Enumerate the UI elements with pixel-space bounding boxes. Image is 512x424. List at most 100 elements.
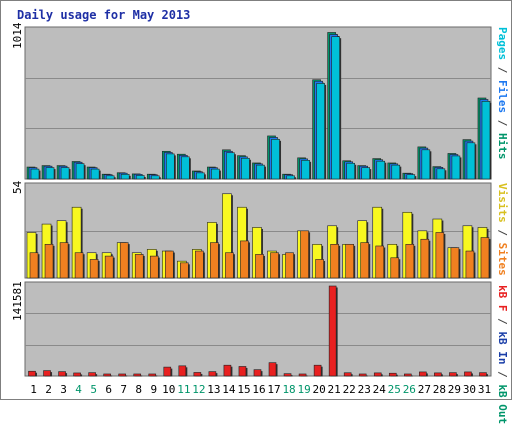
x-tick-label-day-24: 24 [373, 383, 387, 396]
bar-pages-day-28 [436, 168, 446, 180]
bar-kbf-day-31 [479, 372, 487, 377]
x-tick-label-day-30: 30 [463, 383, 476, 396]
legend-part-2: Sites [496, 242, 509, 276]
bar-pages-day-2 [45, 167, 55, 180]
bar-sites-day-10 [164, 250, 174, 279]
bar-pages-day-25 [391, 164, 401, 180]
x-tick-label-day-25: 25 [388, 383, 401, 396]
bar-sites-day-3 [59, 242, 69, 279]
bar-sites-day-27 [420, 238, 430, 279]
bar-kbf-day-2 [43, 370, 51, 377]
x-tick-label-day-12: 12 [192, 383, 205, 396]
bar-pages-day-14 [226, 152, 235, 180]
legend-part-2: kB In [496, 331, 509, 365]
x-tick-label-day-11: 11 [177, 383, 190, 396]
bar-sites-day-30 [465, 250, 475, 279]
x-tick-label-day-31: 31 [478, 383, 491, 396]
bar-sites-day-17 [270, 252, 279, 279]
bar-sites-day-22 [345, 243, 354, 279]
chart-title: Daily usage for May 2013 [17, 8, 191, 22]
bar-pages-day-8 [135, 175, 145, 180]
bar-pages-day-15 [241, 157, 250, 180]
bottom-panel-ymax-label: 141581 [11, 281, 24, 321]
x-tick-label-day-15: 15 [237, 383, 250, 396]
legend-part-1: / [496, 311, 509, 332]
bar-sites-day-18 [285, 252, 294, 279]
bar-sites-day-16 [255, 254, 264, 279]
bar-sites-day-20 [315, 259, 324, 279]
bar-pages-day-23 [361, 167, 371, 180]
bar-sites-day-14 [225, 252, 234, 279]
bar-kbf-day-25 [388, 372, 397, 377]
legend-part-4: Hits [496, 133, 509, 160]
bar-kbf-day-5 [88, 372, 96, 377]
x-tick-label-day-26: 26 [403, 383, 416, 396]
x-tick-label-day-28: 28 [433, 383, 446, 396]
x-tick-label-day-3: 3 [60, 383, 67, 396]
bar-pages-day-21 [331, 36, 340, 180]
legend-part-3: / [496, 364, 509, 385]
top-panel-ymax-label: 1014 [11, 22, 24, 50]
bar-pages-day-1 [30, 168, 40, 180]
legend-part-2: Files [496, 80, 509, 114]
bar-kbf-day-4 [73, 372, 81, 377]
bar-sites-day-15 [240, 240, 249, 279]
bar-pages-day-7 [120, 174, 130, 180]
legend-part-0: Pages [496, 27, 509, 61]
bar-sites-day-26 [405, 243, 415, 279]
bar-pages-day-16 [256, 164, 265, 180]
bar-kbf-day-8 [133, 373, 142, 377]
bar-kbf-day-7 [118, 373, 126, 377]
bar-kbf-day-16 [253, 369, 262, 377]
x-tick-label-day-9: 9 [150, 383, 157, 396]
bar-kbf-day-21 [328, 285, 337, 377]
bar-kbf-day-15 [238, 366, 247, 377]
bar-pages-day-22 [346, 162, 355, 180]
x-tick-label-day-1: 1 [30, 383, 37, 396]
legend-part-3: / [496, 113, 509, 133]
bar-kbf-day-3 [58, 371, 66, 377]
bar-kbf-day-26 [404, 373, 412, 377]
bar-kbf-day-6 [103, 373, 111, 377]
legend-part-1: / [496, 60, 509, 80]
bar-sites-day-9 [149, 255, 159, 279]
bar-sites-day-28 [435, 232, 445, 279]
bar-sites-day-11 [180, 262, 189, 279]
bar-pages-day-3 [60, 167, 70, 180]
chart-plot-area: 1 2 3 4 5 6 7 8 9 10 11 12 13 14 15 16 17 18 19 20 21 22 23 24 2… [24, 26, 492, 396]
bar-kbf-day-12 [193, 372, 202, 377]
bar-sites-day-21 [330, 243, 339, 279]
bar-sites-day-13 [210, 242, 219, 279]
x-tick-label-day-22: 22 [343, 383, 356, 396]
bar-sites-day-12 [195, 250, 204, 279]
legend-part-0: kB F [496, 285, 509, 312]
bar-pages-day-30 [466, 142, 476, 180]
x-tick-label-day-29: 29 [448, 383, 461, 396]
x-tick-label-day-4: 4 [75, 383, 82, 396]
bar-pages-day-24 [376, 160, 386, 180]
bar-sites-day-6 [104, 255, 114, 279]
x-tick-label-day-19: 19 [297, 383, 310, 396]
bar-pages-day-31 [481, 101, 491, 180]
bar-kbf-day-1 [28, 370, 36, 377]
bar-pages-day-18 [286, 175, 295, 180]
bar-sites-day-7 [119, 242, 129, 279]
bar-pages-day-20 [316, 83, 325, 180]
bar-pages-day-4 [75, 163, 85, 180]
x-tick-label-day-17: 17 [267, 383, 280, 396]
x-tick-label-day-6: 6 [105, 383, 112, 396]
bar-pages-day-12 [196, 172, 205, 180]
x-tick-label-day-16: 16 [252, 383, 265, 396]
bottom-panel-legend: kB F / kB In / kB Out [496, 285, 509, 424]
bar-pages-day-11 [181, 156, 190, 180]
top-panel-legend: Pages / Files / Hits [496, 27, 509, 160]
bar-pages-day-17 [271, 138, 280, 180]
bar-pages-day-27 [421, 149, 431, 180]
x-tick-label-day-14: 14 [222, 383, 236, 396]
bar-kbf-day-27 [419, 371, 427, 377]
bar-pages-day-13 [211, 168, 220, 180]
bar-sites-day-25 [390, 257, 400, 279]
bar-pages-day-10 [165, 153, 175, 180]
bar-kbf-day-11 [178, 365, 187, 377]
